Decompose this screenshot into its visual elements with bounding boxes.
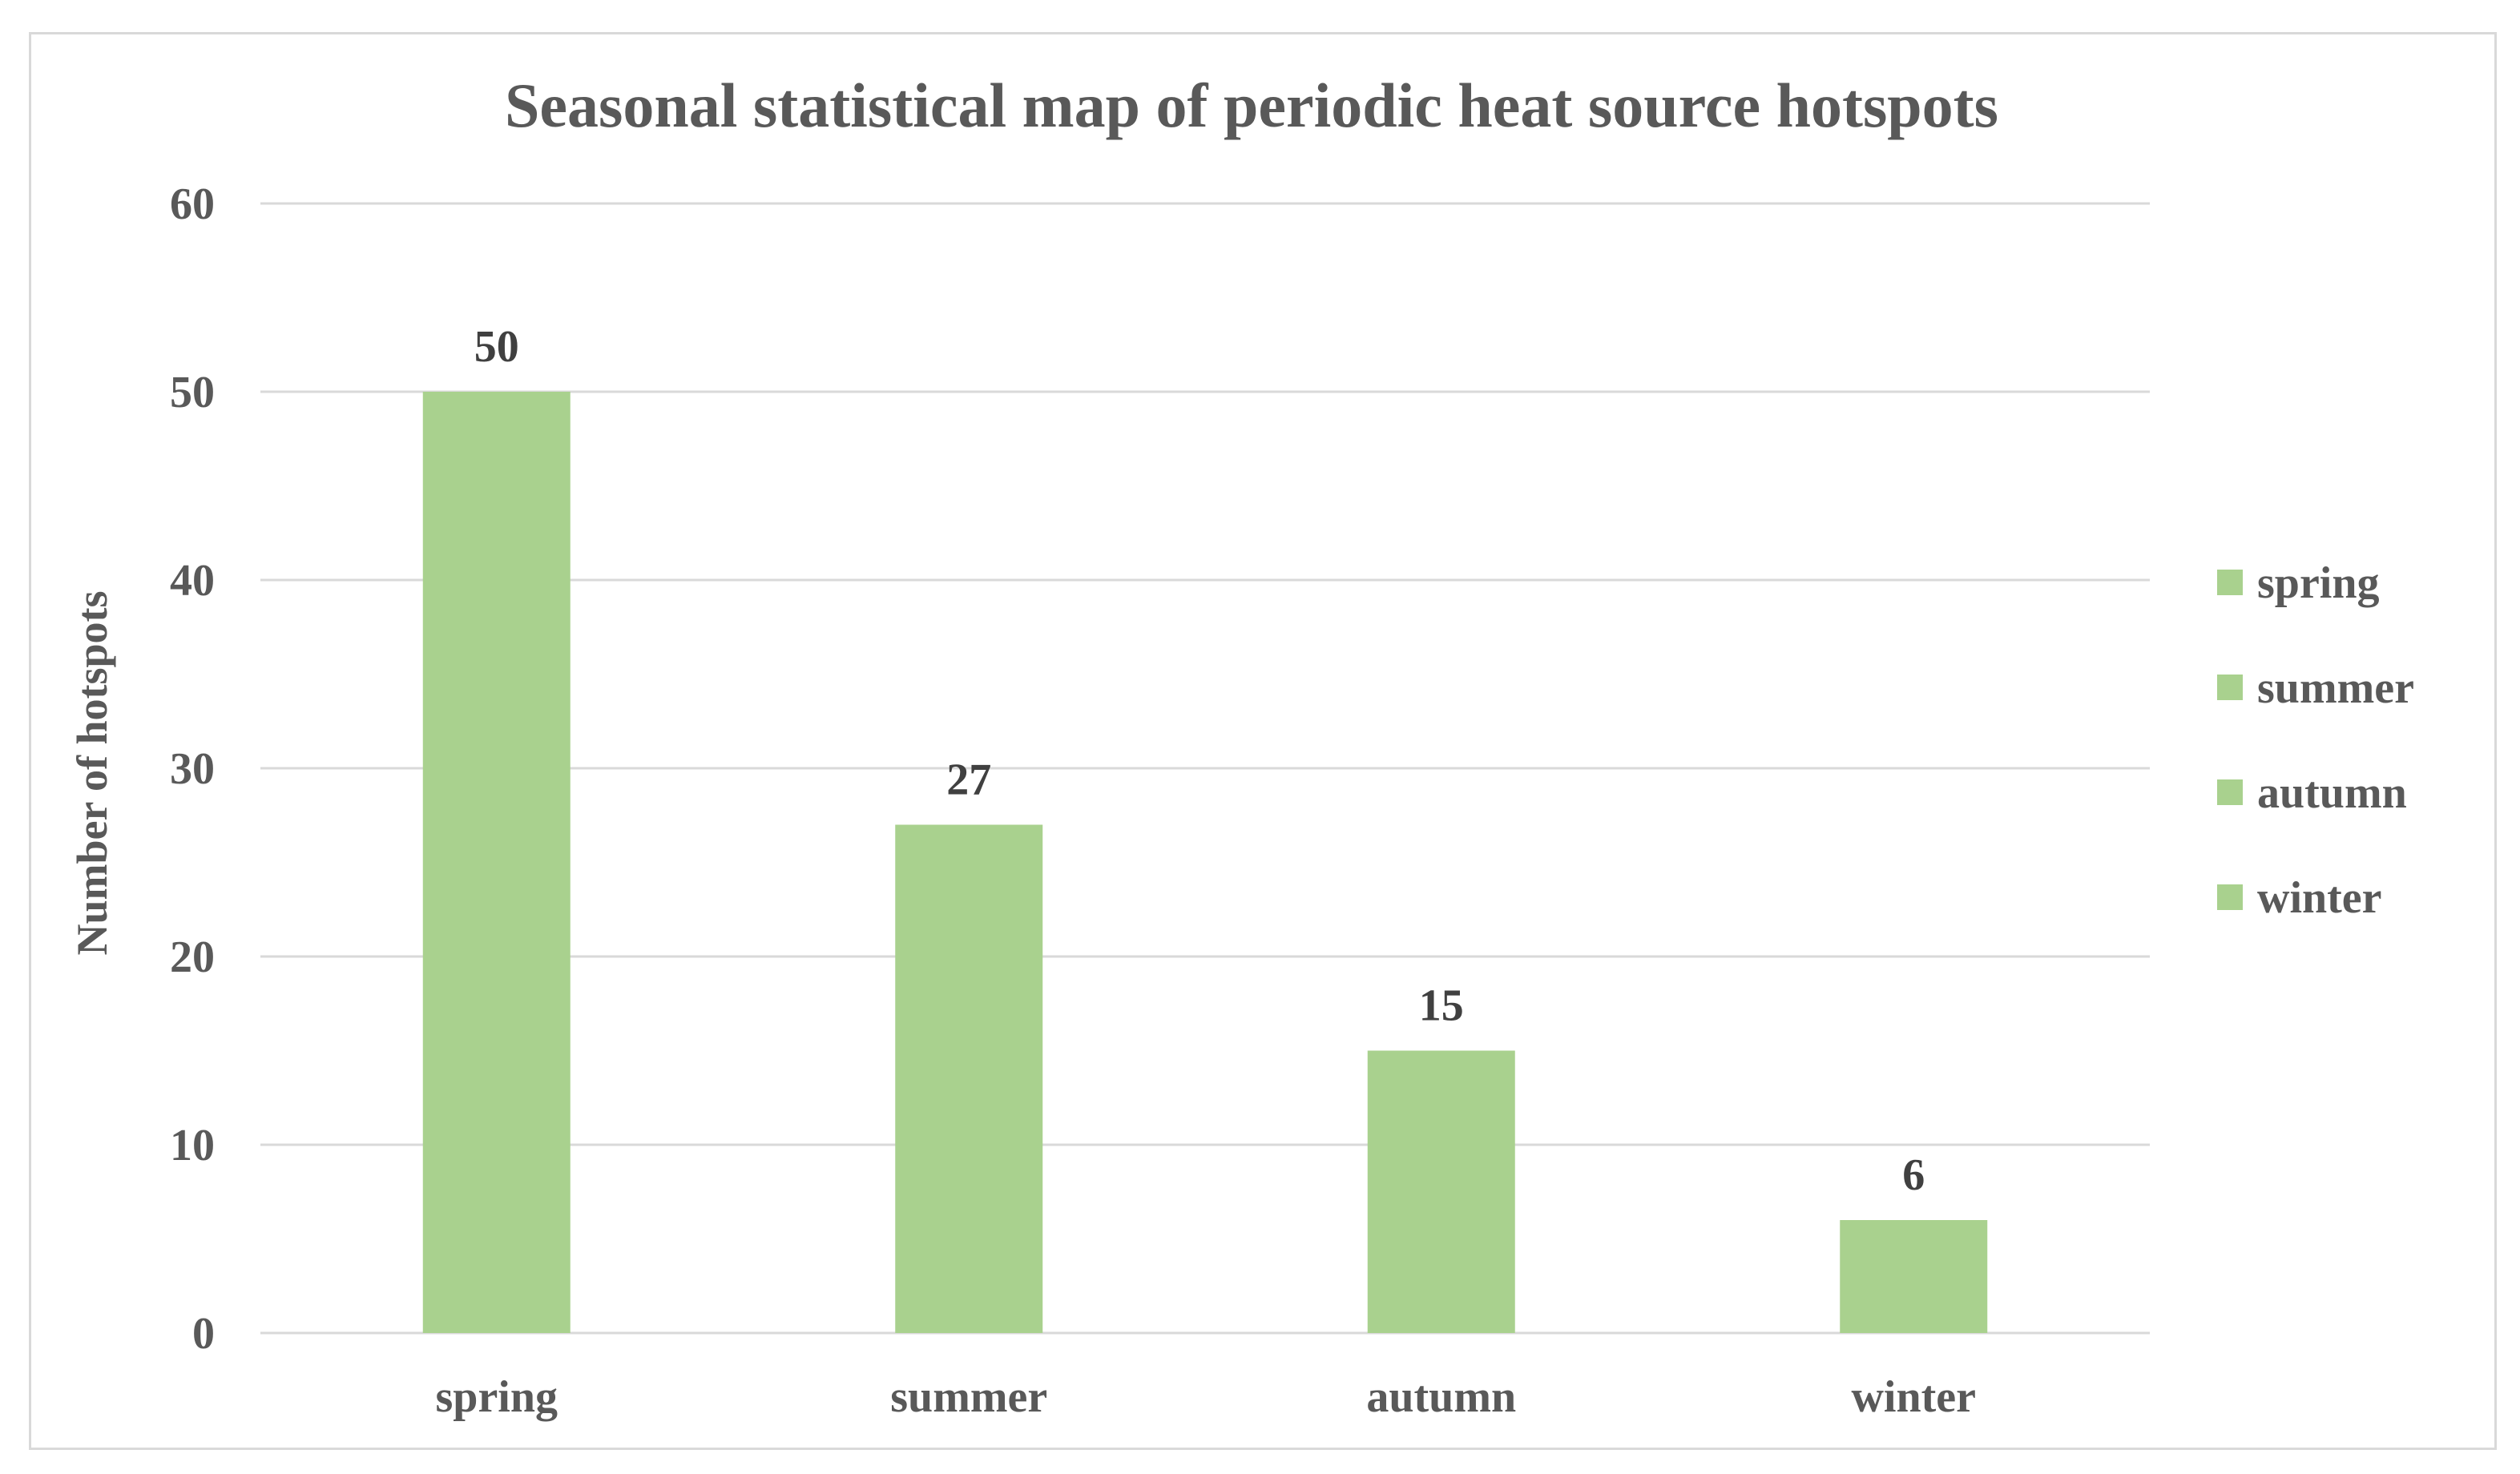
bar-spring <box>422 392 571 1333</box>
x-category-label-summer: summer <box>890 1372 1047 1422</box>
y-tick-label-20: 20 <box>170 932 215 982</box>
legend-swatch-autumn <box>2217 779 2243 805</box>
data-label-spring: 50 <box>474 322 519 372</box>
legend-swatch-winter <box>2217 884 2243 910</box>
x-category-label-autumn: autumn <box>1366 1372 1516 1422</box>
x-category-label-winter: winter <box>1851 1372 1976 1422</box>
y-tick-label-40: 40 <box>170 556 215 606</box>
legend-label-winter: winter <box>2257 873 2382 923</box>
chart-title: Seasonal statistical map of periodic hea… <box>505 70 1998 140</box>
y-tick-label-30: 30 <box>170 744 215 794</box>
y-tick-label-0: 0 <box>192 1309 215 1359</box>
gridlines <box>260 202 2150 1335</box>
bars <box>422 392 1988 1333</box>
y-tick-label-50: 50 <box>170 368 215 417</box>
legend-swatch-summer <box>2217 675 2243 700</box>
data-label-winter: 6 <box>1902 1150 1925 1200</box>
y-tick-label-60: 60 <box>170 179 215 229</box>
data-label-summer: 27 <box>946 755 991 805</box>
legend-label-spring: spring <box>2257 558 2380 608</box>
data-labels: 50 27 15 6 <box>474 322 1925 1200</box>
data-label-autumn: 15 <box>1419 981 1464 1031</box>
x-category-label-spring: spring <box>436 1372 558 1422</box>
legend: spring summer autumn winter <box>2217 558 2414 923</box>
legend-swatch-spring <box>2217 570 2243 595</box>
bar-autumn <box>1367 1050 1515 1333</box>
x-axis-categories: spring summer autumn winter <box>436 1372 1977 1422</box>
bar-winter <box>1840 1220 1988 1333</box>
legend-label-autumn: autumn <box>2257 768 2407 818</box>
bar-summer <box>895 824 1043 1333</box>
y-tick-label-10: 10 <box>170 1121 215 1170</box>
legend-label-summer: summer <box>2257 663 2414 713</box>
y-axis-ticks: 0 10 20 30 40 50 60 <box>170 179 215 1359</box>
y-axis-label: Number of hotspots <box>68 590 116 955</box>
